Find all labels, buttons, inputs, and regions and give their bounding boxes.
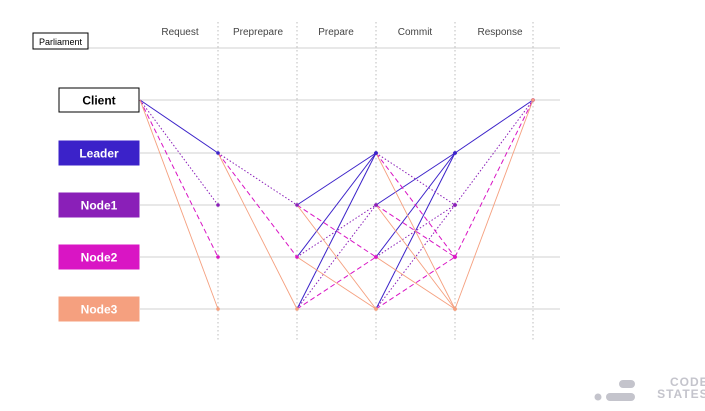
node-box-client: Client — [58, 87, 140, 113]
message-endpoint — [374, 151, 378, 155]
message-node1-to-leader — [296, 152, 377, 206]
message-endpoint — [453, 203, 457, 207]
node-box-node2: Node2 — [58, 244, 140, 270]
message-endpoint — [295, 307, 299, 311]
message-node3-to-leader — [296, 152, 377, 310]
phase-label-commit: Commit — [398, 27, 433, 38]
message-node2-to-node3 — [296, 256, 377, 310]
diagram-title: Parliament — [39, 37, 83, 47]
message-endpoint — [453, 307, 457, 311]
message-endpoint — [216, 307, 220, 311]
node-box-node1: Node1 — [58, 192, 140, 218]
message-leader-to-node2 — [375, 152, 456, 258]
logo-line-code: CODE — [670, 375, 705, 389]
message-endpoint — [374, 203, 378, 207]
node-box-leader: Leader — [58, 140, 140, 166]
message-endpoint — [216, 255, 220, 259]
phase-label-prepare: Prepare — [318, 27, 354, 38]
message-endpoint — [295, 255, 299, 259]
phase-label-response: Response — [477, 27, 522, 38]
diagram-grid — [33, 22, 560, 342]
message-leader-to-node3 — [375, 152, 456, 310]
message-endpoint — [216, 151, 220, 155]
node-label: Node1 — [81, 199, 118, 213]
node-label: Leader — [79, 147, 119, 161]
logo-line-states: STATES — [657, 387, 705, 401]
message-leader-to-node2 — [217, 152, 298, 258]
message-node3-to-client — [454, 99, 534, 310]
message-node3-to-node1 — [296, 204, 377, 310]
message-node1-to-leader — [375, 152, 456, 206]
message-client-to-node2 — [139, 99, 219, 258]
node-label: Client — [82, 94, 115, 108]
phase-label-request: Request — [161, 27, 198, 38]
message-endpoint — [531, 98, 535, 102]
message-arrows — [139, 99, 534, 310]
message-node3-to-node1 — [375, 204, 456, 310]
node-labels: Client Leader Node1 Node2 Node3 — [58, 87, 140, 322]
phase-labels: Request Preprepare Prepare Commit Response — [161, 27, 523, 38]
message-client-to-node1 — [139, 99, 219, 206]
node-label: Node2 — [81, 251, 118, 265]
message-endpoint — [216, 203, 220, 207]
message-client-to-node3 — [139, 99, 219, 310]
node-box-node3: Node3 — [58, 296, 140, 322]
phase-label-preprepare: Preprepare — [233, 27, 283, 38]
message-node1-to-client — [454, 99, 534, 206]
message-node2-to-client — [454, 99, 534, 258]
message-node2-to-node3 — [375, 256, 456, 310]
message-endpoint — [295, 203, 299, 207]
message-endpoint — [374, 307, 378, 311]
message-leader-to-node3 — [217, 152, 298, 310]
message-leader-to-client — [454, 99, 534, 154]
message-node2-to-leader — [296, 152, 377, 258]
message-endpoints — [216, 98, 535, 311]
message-endpoint — [453, 151, 457, 155]
message-endpoint — [374, 255, 378, 259]
code-states-logo-icon — [594, 380, 635, 401]
node-label: Node3 — [81, 303, 118, 317]
title-box: Parliament — [32, 32, 89, 50]
code-states-logo — [592, 376, 702, 406]
message-node1-to-node3 — [375, 204, 456, 310]
code-states-logo-text: CODE STATES — [652, 376, 705, 400]
message-leader-to-node1 — [217, 152, 298, 206]
message-endpoint — [453, 255, 457, 259]
message-node1-to-node3 — [296, 204, 377, 310]
message-client-to-leader — [139, 99, 219, 154]
